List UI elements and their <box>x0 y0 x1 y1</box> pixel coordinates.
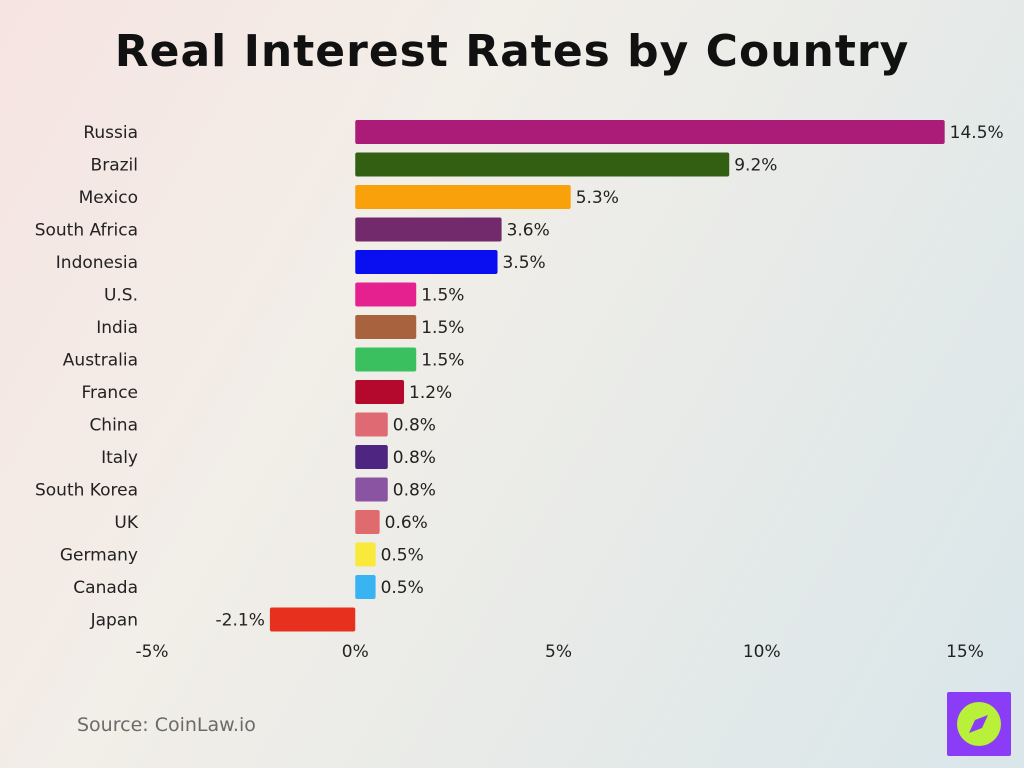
x-tick-label: 15% <box>946 642 984 662</box>
value-label: 3.6% <box>507 221 550 241</box>
bar <box>355 250 498 274</box>
source-note: Source: CoinLaw.io <box>77 714 256 736</box>
bar <box>355 412 388 437</box>
category-label: South Korea <box>35 481 138 501</box>
bar <box>355 217 502 242</box>
brand-logo <box>947 692 1011 756</box>
value-label: 3.5% <box>503 253 546 273</box>
value-label: 1.5% <box>421 286 464 306</box>
bar <box>355 542 376 567</box>
category-label: South Africa <box>35 221 138 241</box>
category-label: France <box>81 383 138 403</box>
value-label: -2.1% <box>216 611 265 631</box>
bar <box>355 575 376 599</box>
bar <box>355 347 417 372</box>
category-label: Australia <box>63 351 138 371</box>
value-label: 0.5% <box>381 578 424 598</box>
bar <box>355 152 730 177</box>
category-label: U.S. <box>104 286 138 306</box>
category-label: China <box>89 416 138 436</box>
bar <box>355 120 945 144</box>
category-label: Germany <box>60 546 138 566</box>
x-tick-label: 0% <box>342 642 369 662</box>
value-label: 5.3% <box>576 188 619 208</box>
value-label: 1.5% <box>421 318 464 338</box>
bar <box>355 445 388 469</box>
bar <box>355 380 405 404</box>
category-label: Indonesia <box>56 253 138 273</box>
chart-title: Real Interest Rates by Country <box>114 26 910 77</box>
value-label: 9.2% <box>734 156 777 176</box>
value-label: 1.2% <box>409 383 452 403</box>
value-label: 0.6% <box>385 513 428 533</box>
category-label: India <box>96 318 138 338</box>
category-label: Brazil <box>91 156 138 176</box>
value-label: 0.8% <box>393 448 436 468</box>
category-label: Japan <box>90 611 138 631</box>
category-label: UK <box>114 513 138 533</box>
bar <box>355 510 380 534</box>
category-label: Canada <box>73 578 138 598</box>
category-label: Italy <box>101 448 138 468</box>
x-tick-label: -5% <box>135 642 168 662</box>
value-label: 0.8% <box>393 481 436 501</box>
category-label: Russia <box>83 123 138 143</box>
bar <box>355 185 571 209</box>
value-label: 0.8% <box>393 416 436 436</box>
bar <box>355 477 388 502</box>
category-label: Mexico <box>79 188 138 208</box>
bar <box>355 282 417 307</box>
x-tick-label: 5% <box>545 642 572 662</box>
value-label: 14.5% <box>950 123 1004 143</box>
bar <box>269 607 356 632</box>
value-label: 0.5% <box>381 546 424 566</box>
x-tick-label: 10% <box>743 642 781 662</box>
value-label: 1.5% <box>421 351 464 371</box>
compass-icon <box>957 702 1001 746</box>
bar <box>355 315 417 339</box>
